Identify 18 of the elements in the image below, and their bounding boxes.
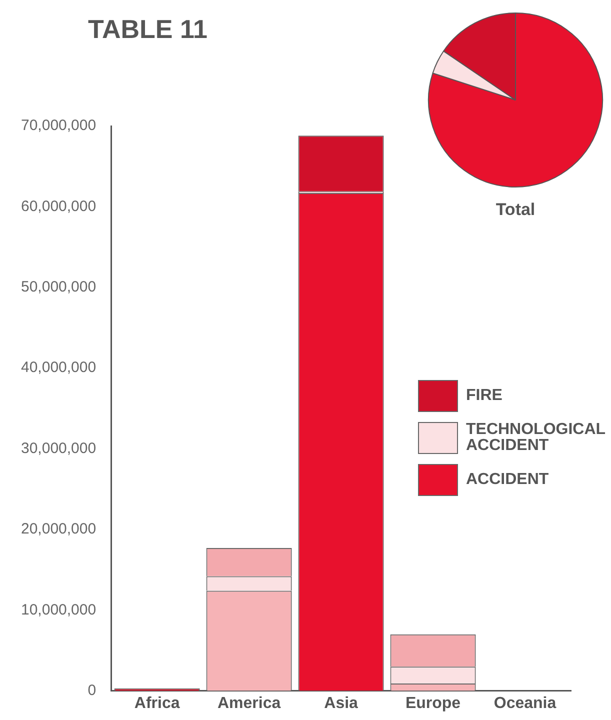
x-tick-label: Asia [324,694,358,712]
legend-label: TECHNOLOGICAL ACCIDENT [466,421,606,454]
legend-label: ACCIDENT [466,471,550,488]
legend-label: FIRE [466,387,504,404]
y-tick-label: 50,000,000 [20,278,96,296]
y-tick-label: 20,000,000 [20,520,96,538]
x-tick-label: Europe [405,694,461,712]
x-tick-label: America [217,694,281,712]
y-tick-label: 10,000,000 [20,601,96,618]
x-tick-label: Africa [134,694,180,712]
y-tick-label: 40,000,000 [20,359,96,376]
x-tick-label: Oceania [494,694,556,712]
chart-title: TABLE 11 [88,14,208,45]
y-tick-label: 30,000,000 [20,440,96,457]
y-tick-label: 60,000,000 [20,198,96,215]
text: Total [494,200,536,220]
y-tick-label: 70,000,000 [20,117,96,134]
y-tick-label: 0 [88,682,96,699]
